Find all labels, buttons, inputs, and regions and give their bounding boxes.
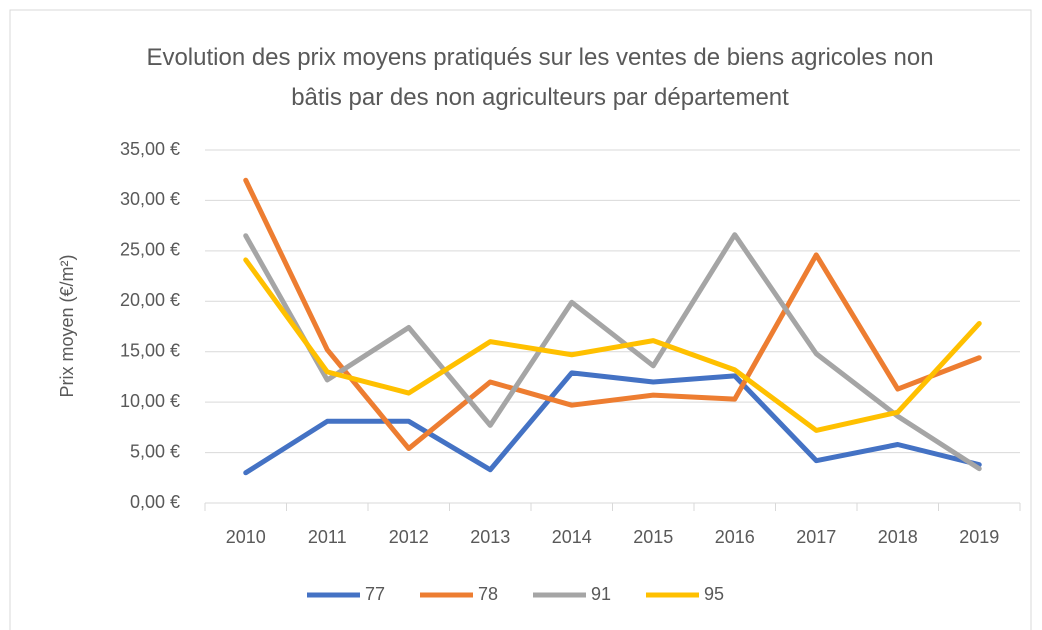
legend-label: 95: [704, 584, 724, 604]
legend-label: 77: [365, 584, 385, 604]
y-tick-label: 0,00 €: [130, 492, 180, 512]
chart-title: Evolution des prix moyens pratiqués sur …: [146, 44, 934, 111]
y-tick-label: 25,00 €: [120, 240, 180, 260]
x-tick-label: 2014: [552, 527, 592, 547]
x-tick-label: 2016: [715, 527, 755, 547]
y-axis-label: Prix moyen (€/m²): [57, 254, 77, 397]
line-series: [243, 177, 982, 452]
x-tick-label: 2013: [470, 527, 510, 547]
x-tick-label: 2019: [959, 527, 999, 547]
x-tick-label: 2017: [796, 527, 836, 547]
y-tick-label: 15,00 €: [120, 340, 180, 360]
x-tick-label: 2018: [878, 527, 918, 547]
y-tick-label: 5,00 €: [130, 441, 180, 461]
legend-label: 91: [591, 584, 611, 604]
chart-border: [9, 9, 1032, 630]
legend-label: 78: [478, 584, 498, 604]
y-tick-label: 10,00 €: [120, 391, 180, 411]
x-tick-label: 2012: [389, 527, 429, 547]
line-series: [243, 232, 982, 472]
line-series: [243, 257, 982, 433]
line-series: [243, 370, 982, 476]
y-tick-label: 35,00 €: [120, 139, 180, 159]
y-tick-label: 30,00 €: [120, 189, 180, 209]
y-tick-label: 20,00 €: [120, 290, 180, 310]
x-tick-label: 2010: [226, 527, 266, 547]
x-tick-label: 2011: [308, 527, 347, 547]
x-tick-label: 2015: [633, 527, 673, 547]
